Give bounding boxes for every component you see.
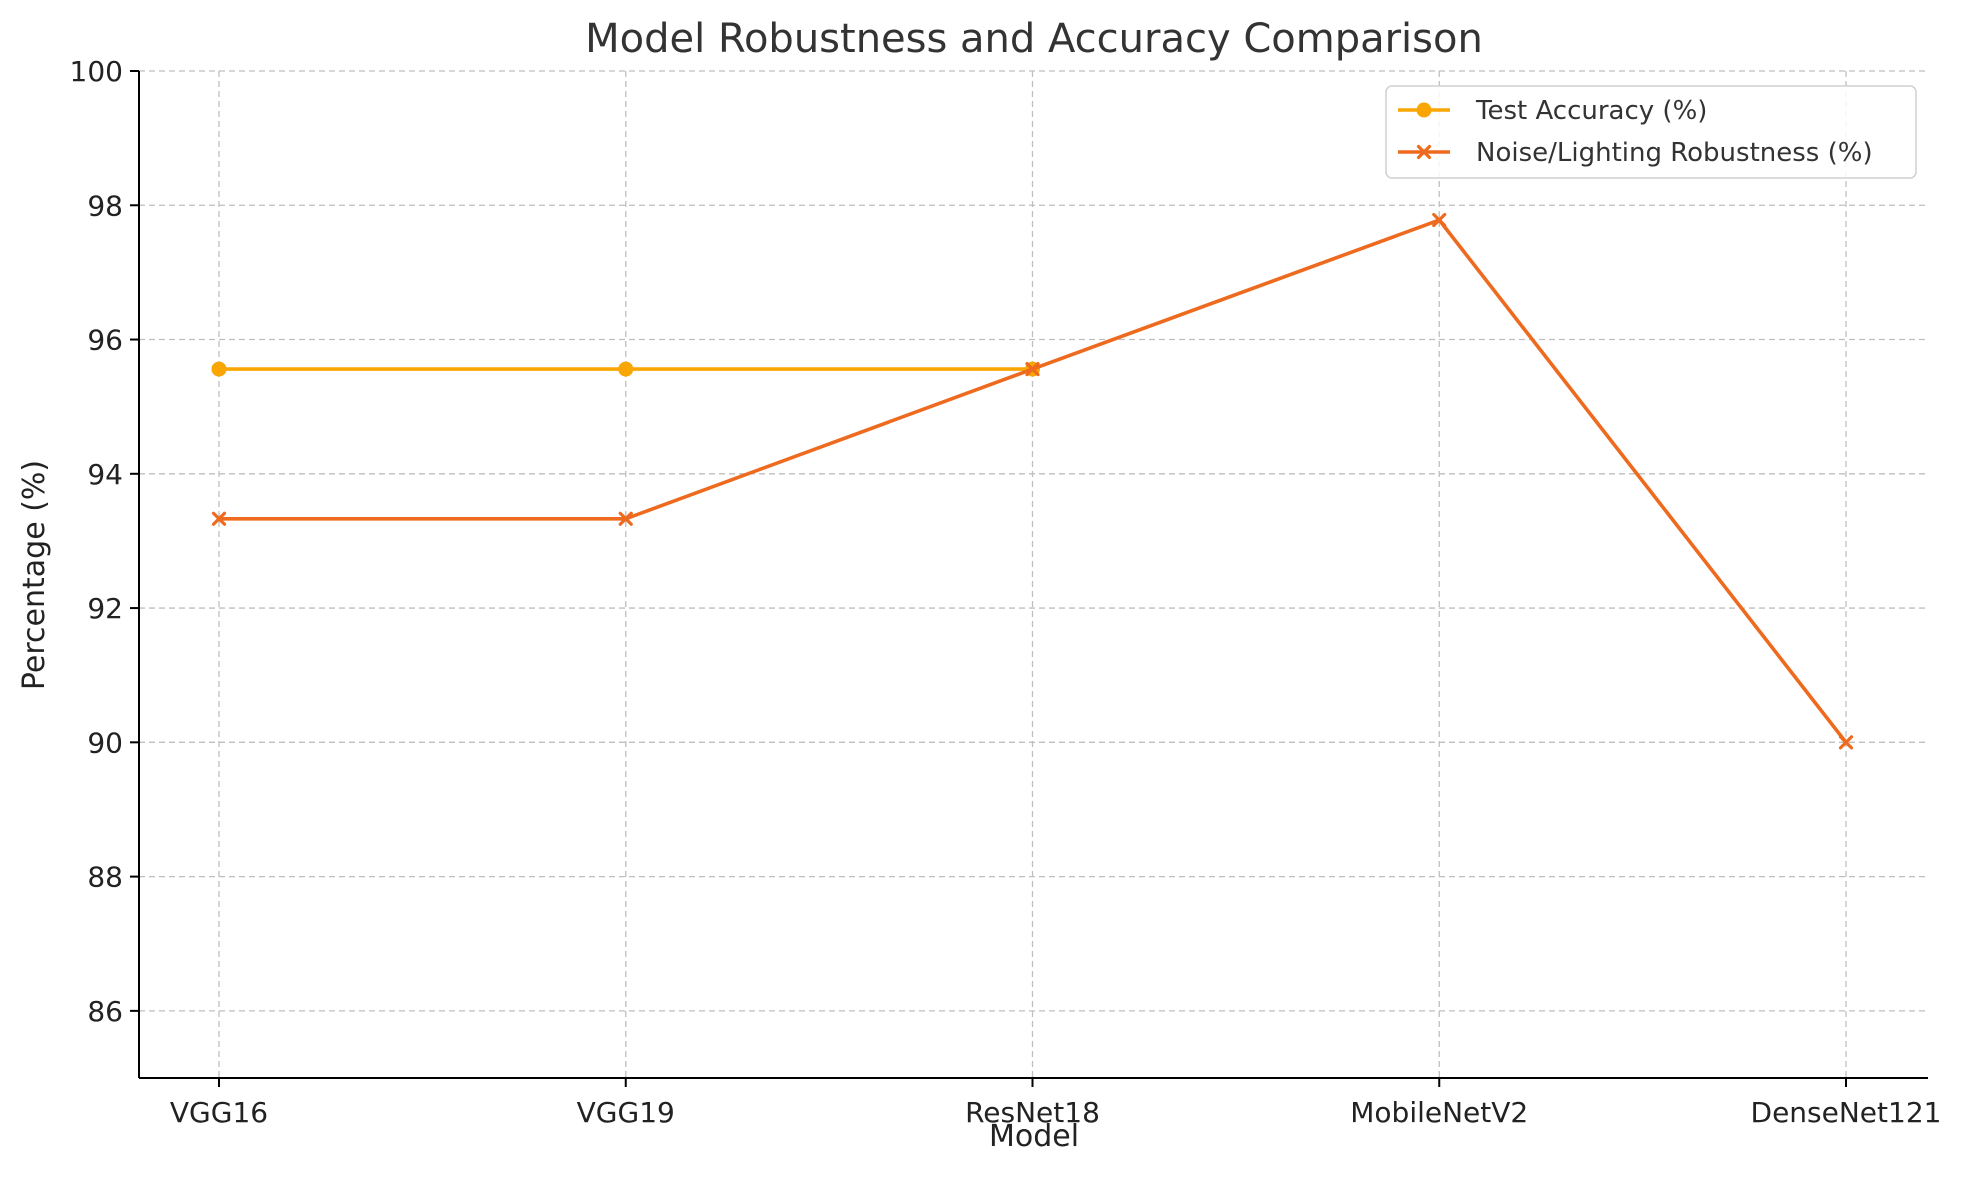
y-tick-label: 94 xyxy=(87,458,123,491)
y-tick-label: 88 xyxy=(87,861,123,894)
x-tick-label: DenseNet121 xyxy=(1751,1096,1942,1129)
y-tick-label: 92 xyxy=(87,592,123,625)
data-point xyxy=(1025,361,1040,377)
legend-box xyxy=(1385,85,1917,179)
axes: VGG16 VGG19 ResNet18 MobileNetV2 DenseNet121… xyxy=(70,55,1942,1129)
series xyxy=(211,212,1854,750)
legend-label: Test Accuracy (%) xyxy=(1475,96,1707,126)
x-tick-label: ResNet18 xyxy=(965,1096,1100,1129)
data-point xyxy=(211,511,227,526)
legend-item: Noise/Lighting Robustness (%) xyxy=(1398,138,1873,168)
legend-marker xyxy=(1416,102,1432,118)
y-tick-label: 100 xyxy=(70,55,123,88)
grid-lines xyxy=(139,70,1928,1078)
series-robustness xyxy=(211,212,1854,750)
data-point xyxy=(618,511,633,526)
data-point xyxy=(211,361,227,377)
x-tick-label: VGG19 xyxy=(577,1096,675,1129)
y-tick-label: 98 xyxy=(87,189,123,222)
legend-item: Test Accuracy (%) xyxy=(1398,96,1707,126)
x-axis-label: Model xyxy=(989,1119,1079,1154)
legend-label: Noise/Lighting Robustness (%) xyxy=(1476,138,1873,168)
chart-title: Model Robustness and Accuracy Comparison xyxy=(585,16,1483,62)
data-point xyxy=(1838,735,1854,750)
series-test-accuracy xyxy=(211,361,1040,377)
x-tick-label: VGG16 xyxy=(170,1096,268,1129)
y-tick-label: 90 xyxy=(87,726,123,759)
legend: Test Accuracy (%) Noise/Lighting Robustne… xyxy=(1385,85,1917,179)
y-axis-label: Percentage (%) xyxy=(17,460,52,690)
data-point xyxy=(618,361,634,377)
x-tick-label: MobileNetV2 xyxy=(1350,1096,1528,1129)
data-point xyxy=(1432,212,1447,228)
legend-marker xyxy=(1416,144,1432,160)
y-tick-label: 96 xyxy=(87,324,123,357)
y-tick-label: 86 xyxy=(87,995,123,1028)
